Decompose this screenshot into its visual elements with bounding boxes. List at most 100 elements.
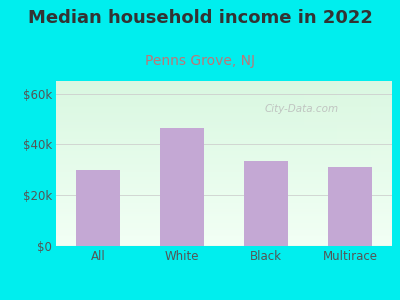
Bar (56, 162, 392, 164)
Bar (56, 92, 392, 93)
Bar (56, 110, 392, 111)
Bar (56, 137, 392, 139)
Bar (144, 81, 148, 246)
Bar (56, 220, 392, 221)
Bar (56, 152, 392, 154)
Bar (186, 81, 190, 246)
Bar (56, 102, 392, 103)
Bar (56, 125, 392, 126)
Bar (56, 203, 392, 205)
Bar (56, 213, 392, 214)
Bar (56, 117, 392, 118)
Bar (224, 81, 228, 246)
Bar (56, 184, 392, 185)
Bar (220, 81, 224, 246)
Bar (56, 195, 392, 196)
Bar (56, 119, 392, 121)
Bar (56, 224, 392, 225)
Bar (56, 85, 392, 86)
Bar (328, 167, 372, 246)
Bar (249, 81, 254, 246)
Bar (329, 81, 333, 246)
Bar (199, 81, 203, 246)
Bar (237, 81, 241, 246)
Bar (119, 81, 123, 246)
Bar (56, 190, 392, 191)
Bar (56, 208, 392, 209)
Bar (106, 81, 110, 246)
Bar (207, 81, 211, 246)
Bar (56, 81, 60, 246)
Bar (333, 81, 337, 246)
Bar (56, 89, 392, 91)
Bar (56, 130, 392, 132)
Bar (241, 81, 245, 246)
Bar (56, 118, 392, 119)
Bar (94, 81, 98, 246)
Bar (203, 81, 207, 246)
Bar (56, 180, 392, 182)
Bar (56, 96, 392, 98)
Bar (56, 232, 392, 234)
Bar (56, 183, 392, 184)
Bar (56, 157, 392, 158)
Bar (56, 161, 392, 162)
Bar (76, 170, 120, 246)
Bar (178, 81, 182, 246)
Bar (56, 172, 392, 173)
Bar (170, 81, 174, 246)
Bar (254, 81, 258, 246)
Bar (56, 169, 392, 170)
Bar (56, 188, 392, 190)
Bar (56, 166, 392, 168)
Bar (56, 209, 392, 210)
Bar (140, 81, 144, 246)
Bar (157, 81, 161, 246)
Bar (56, 168, 392, 169)
Bar (56, 114, 392, 116)
Bar (56, 230, 392, 231)
Bar (56, 170, 392, 172)
Bar (161, 81, 165, 246)
Bar (56, 82, 392, 84)
Bar (56, 182, 392, 183)
Bar (56, 151, 392, 152)
Bar (56, 243, 392, 244)
Bar (56, 210, 392, 211)
Bar (371, 81, 375, 246)
Bar (56, 206, 392, 208)
Bar (244, 161, 288, 246)
Bar (56, 99, 392, 100)
Bar (56, 91, 392, 92)
Bar (56, 139, 392, 140)
Bar (56, 88, 392, 89)
Bar (56, 175, 392, 176)
Bar (56, 106, 392, 107)
Bar (56, 178, 392, 180)
Bar (232, 81, 237, 246)
Bar (56, 192, 392, 194)
Bar (380, 81, 384, 246)
Bar (56, 244, 392, 246)
Bar (127, 81, 132, 246)
Bar (56, 173, 392, 175)
Bar (56, 227, 392, 228)
Bar (228, 81, 232, 246)
Text: Median household income in 2022: Median household income in 2022 (28, 9, 372, 27)
Bar (86, 81, 90, 246)
Bar (56, 234, 392, 235)
Bar (56, 111, 392, 112)
Bar (56, 223, 392, 224)
Bar (56, 132, 392, 133)
Bar (358, 81, 363, 246)
Bar (262, 81, 266, 246)
Bar (56, 93, 392, 95)
Bar (56, 202, 392, 203)
Bar (388, 81, 392, 246)
Bar (56, 194, 392, 195)
Bar (56, 148, 392, 150)
Bar (56, 239, 392, 241)
Bar (194, 81, 199, 246)
Bar (211, 81, 216, 246)
Bar (148, 81, 153, 246)
